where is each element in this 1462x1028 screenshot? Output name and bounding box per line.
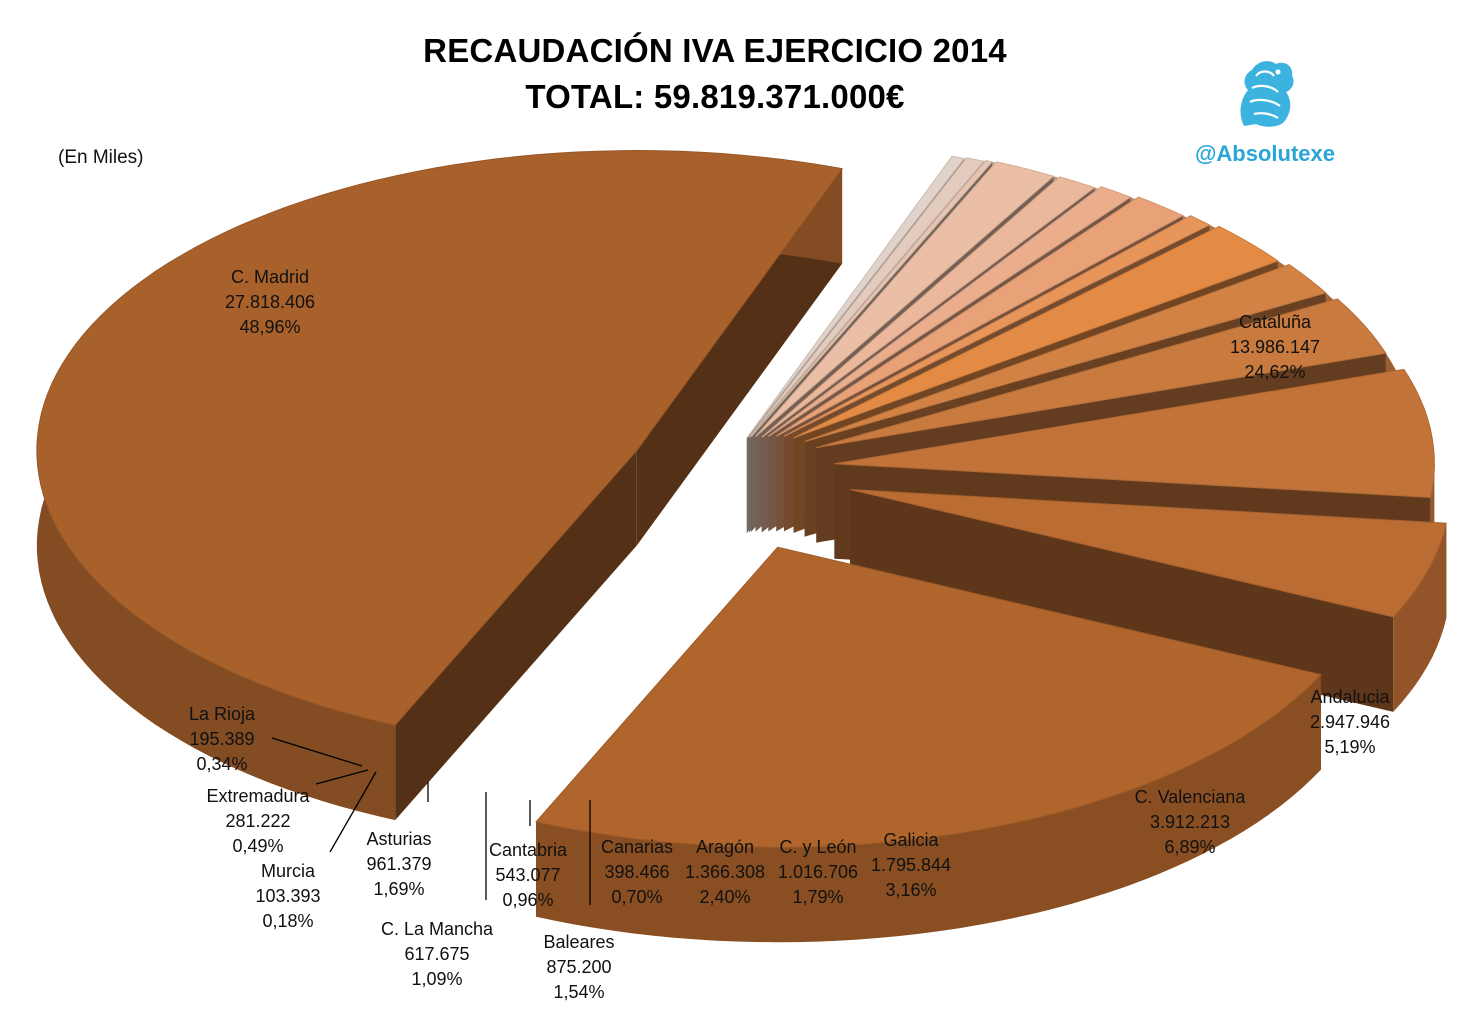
slice-value-label: 27.818.406 bbox=[225, 292, 315, 312]
slice-value-label: 281.222 bbox=[225, 811, 290, 831]
slice-label: Asturias 961.379 1,69% bbox=[366, 829, 431, 899]
slice-label: C. Madrid 27.818.406 48,96% bbox=[225, 267, 315, 337]
slice-percent-label: 1,54% bbox=[553, 982, 604, 1002]
slice-percent-label: 0,18% bbox=[262, 911, 313, 931]
slice-name-label: Canarias bbox=[601, 837, 673, 857]
slice-label: Canarias 398.466 0,70% bbox=[601, 837, 673, 907]
slice-name-label: C. Madrid bbox=[231, 267, 309, 287]
slice-percent-label: 0,96% bbox=[502, 890, 553, 910]
slice-value-label: 103.393 bbox=[255, 886, 320, 906]
title-line-2: TOTAL: 59.819.371.000€ bbox=[525, 78, 905, 115]
slice-label: La Rioja 195.389 0,34% bbox=[189, 704, 256, 774]
pie-slice bbox=[36, 149, 843, 821]
slice-value-label: 875.200 bbox=[546, 957, 611, 977]
slice-percent-label: 24,62% bbox=[1244, 362, 1305, 382]
slice-percent-label: 3,16% bbox=[885, 880, 936, 900]
slice-percent-label: 0,49% bbox=[232, 836, 283, 856]
slice-percent-label: 48,96% bbox=[239, 317, 300, 337]
slice-label: Extremadura 281.222 0,49% bbox=[206, 786, 310, 856]
slice-value-label: 398.466 bbox=[604, 862, 669, 882]
slice-percent-label: 2,40% bbox=[699, 887, 750, 907]
slice-label: C. Valenciana 3.912.213 6,89% bbox=[1135, 787, 1247, 857]
brand-handle: @Absolutexe bbox=[1194, 141, 1336, 166]
slice-name-label: Andalucia bbox=[1310, 687, 1390, 707]
slice-value-label: 1.795.844 bbox=[871, 855, 951, 875]
slice-value-label: 3.912.213 bbox=[1150, 812, 1230, 832]
slice-name-label: Murcia bbox=[261, 861, 316, 881]
slice-label: C. La Mancha 617.675 1,09% bbox=[381, 919, 494, 989]
chart-title: RECAUDACIÓN IVA EJERCICIO 2014 TOTAL: 59… bbox=[0, 28, 1430, 120]
slice-value-label: 13.986.147 bbox=[1230, 337, 1320, 357]
slice-value-label: 961.379 bbox=[366, 854, 431, 874]
slice-label: Murcia 103.393 0,18% bbox=[255, 861, 320, 931]
slice-percent-label: 0,70% bbox=[611, 887, 662, 907]
units-note: (En Miles) bbox=[58, 147, 144, 168]
slice-value-label: 195.389 bbox=[189, 729, 254, 749]
slice-name-label: C. Valenciana bbox=[1135, 787, 1247, 807]
griffin-logo-icon bbox=[1240, 61, 1294, 127]
leader-line bbox=[271, 737, 363, 767]
slice-percent-label: 1,79% bbox=[792, 887, 843, 907]
slice-value-label: 617.675 bbox=[404, 944, 469, 964]
slice-label: Cantabria 543.077 0,96% bbox=[489, 840, 568, 910]
slice-name-label: C. La Mancha bbox=[381, 919, 494, 939]
slice-name-label: Aragón bbox=[696, 837, 754, 857]
slice-name-label: Cataluña bbox=[1239, 312, 1312, 332]
slice-name-label: La Rioja bbox=[189, 704, 256, 724]
slice-value-label: 1.016.706 bbox=[778, 862, 858, 882]
slice-label: Cataluña 13.986.147 24,62% bbox=[1230, 312, 1320, 382]
slice-label: Andalucia 2.947.946 5,19% bbox=[1310, 687, 1391, 757]
slice-name-label: C. y León bbox=[779, 837, 856, 857]
pie-slice bbox=[849, 489, 1447, 712]
slice-percent-label: 1,09% bbox=[411, 969, 462, 989]
slice-value-label: 2.947.946 bbox=[1310, 712, 1390, 732]
slice-label: C. y León 1.016.706 1,79% bbox=[778, 837, 858, 907]
slice-percent-label: 6,89% bbox=[1164, 837, 1215, 857]
slice-percent-label: 5,19% bbox=[1324, 737, 1375, 757]
slice-value-label: 543.077 bbox=[495, 865, 560, 885]
slice-name-label: Baleares bbox=[543, 932, 614, 952]
slice-label: Aragón 1.366.308 2,40% bbox=[685, 837, 765, 907]
slice-label: Galicia 1.795.844 3,16% bbox=[871, 830, 951, 900]
slice-name-label: Cantabria bbox=[489, 840, 568, 860]
title-line-1: RECAUDACIÓN IVA EJERCICIO 2014 bbox=[423, 32, 1007, 69]
leader-line bbox=[329, 771, 377, 853]
pie-slice bbox=[535, 546, 1322, 943]
slice-label: Baleares 875.200 1,54% bbox=[543, 932, 614, 1002]
slice-name-label: Asturias bbox=[366, 829, 431, 849]
leader-line bbox=[315, 769, 369, 785]
slice-percent-label: 1,69% bbox=[373, 879, 424, 899]
slice-value-label: 1.366.308 bbox=[685, 862, 765, 882]
brand: @Absolutexe bbox=[1180, 56, 1350, 167]
slice-name-label: Extremadura bbox=[206, 786, 310, 806]
slice-name-label: Galicia bbox=[883, 830, 939, 850]
slice-percent-label: 0,34% bbox=[196, 754, 247, 774]
